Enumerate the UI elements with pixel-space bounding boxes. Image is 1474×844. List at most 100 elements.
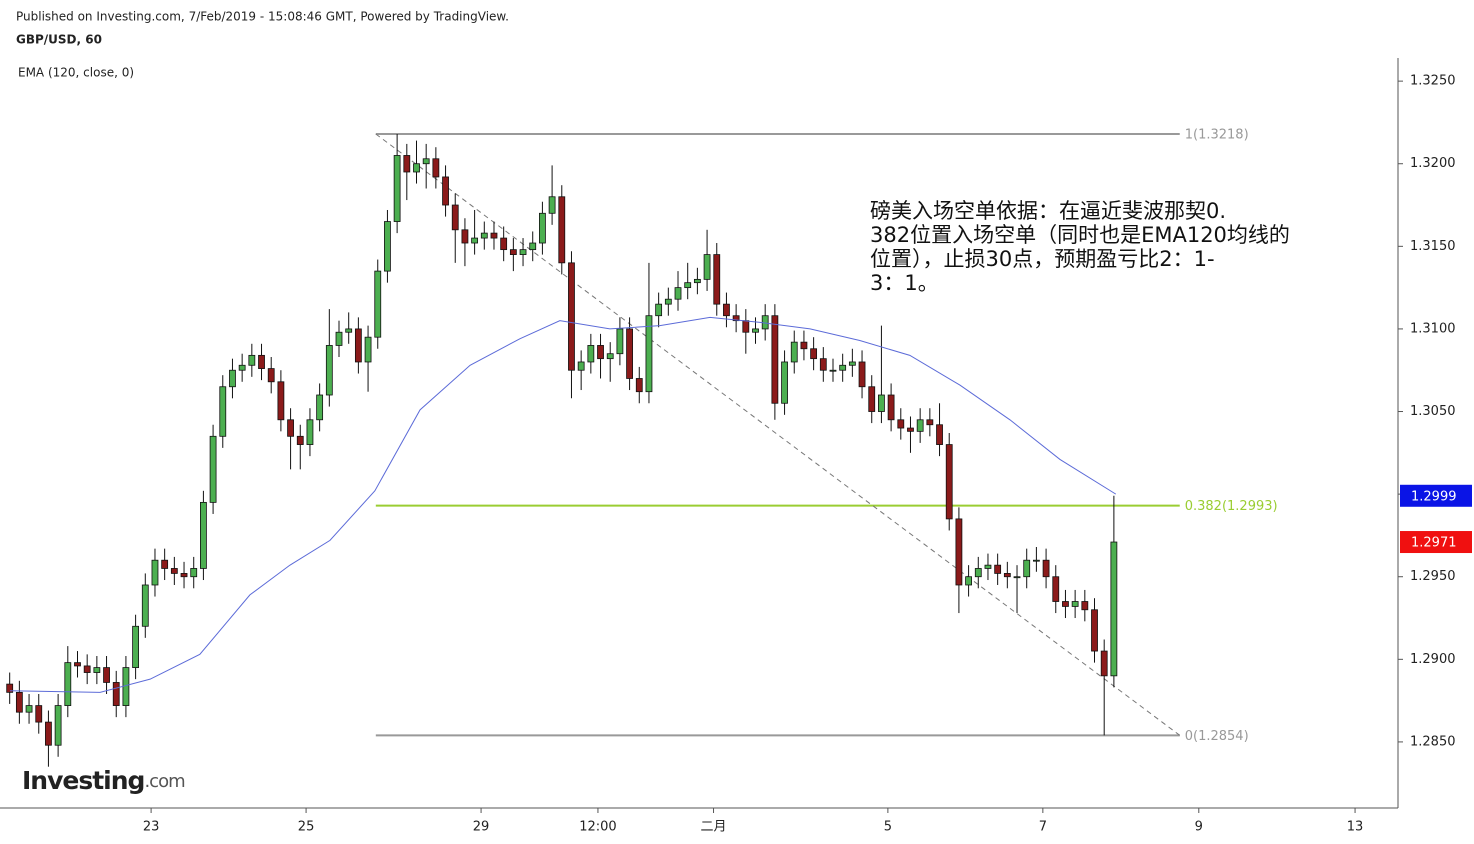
x-tick-label: 29 [473,820,490,835]
candle-body [916,419,924,432]
candle-body [994,564,1002,574]
annotation-line: 382位置入场空单（同时也是EMA120均线的 [870,223,1290,247]
candle-body [15,691,23,713]
fib-label: 0(1.2854) [1185,729,1249,744]
price-tag-label: 1.2999 [1411,489,1457,504]
candle-body [229,369,236,388]
candle-body [432,158,440,178]
candle-body [1013,576,1021,579]
candle-body [112,682,120,706]
candle-body [422,158,430,165]
candle-body [1023,559,1031,578]
candle-body [451,204,459,231]
candle-body [577,361,585,371]
candle-body [442,176,449,206]
candle-body [771,315,779,404]
candle-body [790,341,798,363]
candle-body [258,354,265,369]
candle-body [926,419,934,426]
candle-body [713,254,721,305]
candle-body [364,336,372,363]
fib-label: 0.382(1.2993) [1185,499,1278,514]
candle-body [878,394,885,412]
annotation-line: 3：1。 [870,271,939,295]
candle-body [519,249,527,255]
candle-body [461,229,469,244]
candle-body [200,501,207,569]
candle-body [626,328,633,379]
x-tick-label: 13 [1347,820,1364,835]
candle-body [568,262,575,371]
candle-body [287,419,294,437]
candle-body [616,328,624,355]
candle-body [325,345,333,396]
x-tick-label: 7 [1039,820,1047,835]
candle-body [93,667,101,673]
candle-body [83,665,91,673]
candle-body [945,444,953,520]
candle-body [800,341,808,350]
candle-body [839,364,847,371]
candle-body [684,282,692,289]
candle-body [1032,559,1040,562]
candle-body [190,568,198,578]
candle-body [74,662,81,667]
candle-body [132,625,140,668]
y-tick-label: 1.3100 [1410,321,1456,336]
annotation-line: 磅美入场空单依据：在逼近斐波那契0. [870,199,1226,223]
candle-body [64,662,72,706]
candle-body [645,315,653,393]
candle-body [345,328,353,333]
candle-body [1003,573,1011,578]
candle-body [752,328,759,333]
candle-body [54,705,62,746]
candle-body [597,345,604,360]
candle-body [587,345,595,363]
candle-body [393,155,401,222]
candle-body [354,328,362,363]
candle-body [1100,650,1108,677]
logo-main: Investing [22,766,144,795]
published-note: Published on Investing.com, 7/Feb/2019 -… [16,10,509,24]
y-tick-label: 1.3050 [1410,404,1456,419]
candle-body [103,667,110,683]
y-tick-label: 1.3250 [1410,74,1456,89]
candle-body [500,237,508,251]
candle-body [277,381,285,421]
candle-body [664,298,672,305]
candle-body [1091,609,1098,652]
candle-body [936,424,943,445]
logo: Investing.com [22,766,185,795]
price-tag [1400,484,1472,507]
candle-body [1110,541,1118,677]
x-tick-label: 25 [298,820,315,835]
candle-body [25,705,33,713]
x-tick-label: 5 [884,820,892,835]
candle-body [674,287,682,300]
candle-body [45,721,52,746]
candle-body [413,163,420,173]
y-tick-label: 1.2950 [1410,569,1456,584]
candle-body [742,320,750,333]
candle-body [810,348,818,360]
candle-body [693,278,701,284]
indicator-legend: EMA (120, close, 0) [18,66,134,80]
candle-body [35,705,43,723]
y-tick-label: 1.2900 [1410,652,1456,667]
candle-body [635,378,643,393]
candle-body [907,427,914,432]
candle-body [1081,601,1089,611]
candle-body [238,364,246,371]
candle-body [490,232,498,239]
candle-body [509,249,517,255]
candle-body [1042,559,1050,578]
candle-body [209,435,217,503]
candle-body [170,568,178,574]
candle-body [6,683,14,693]
annotation-line: 位置），止损30点，预期盈亏比2：1- [870,247,1215,271]
candle-body [151,559,159,586]
candle-body [965,576,972,586]
y-tick-label: 1.3200 [1410,156,1456,171]
candle-body [829,369,837,372]
candle-body [548,196,556,214]
